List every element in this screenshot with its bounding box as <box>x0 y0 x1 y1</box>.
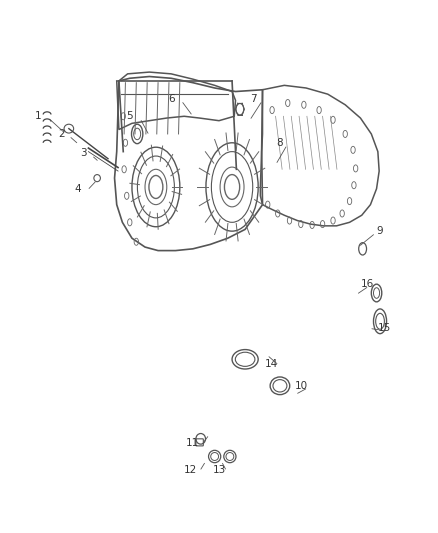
Text: 13: 13 <box>212 465 226 475</box>
Text: 16: 16 <box>360 279 374 289</box>
Text: 3: 3 <box>80 148 87 158</box>
Text: 4: 4 <box>74 184 81 193</box>
Text: 2: 2 <box>58 129 65 139</box>
Text: 15: 15 <box>378 324 391 333</box>
Text: 6: 6 <box>168 94 174 103</box>
Text: 7: 7 <box>251 94 257 103</box>
Text: 14: 14 <box>265 359 278 369</box>
Text: 5: 5 <box>127 111 133 122</box>
Text: 1: 1 <box>35 111 42 122</box>
Text: 11: 11 <box>186 438 200 448</box>
Text: 12: 12 <box>184 465 198 475</box>
Text: 9: 9 <box>377 226 383 236</box>
Text: 10: 10 <box>295 381 308 391</box>
Text: 8: 8 <box>277 138 283 148</box>
